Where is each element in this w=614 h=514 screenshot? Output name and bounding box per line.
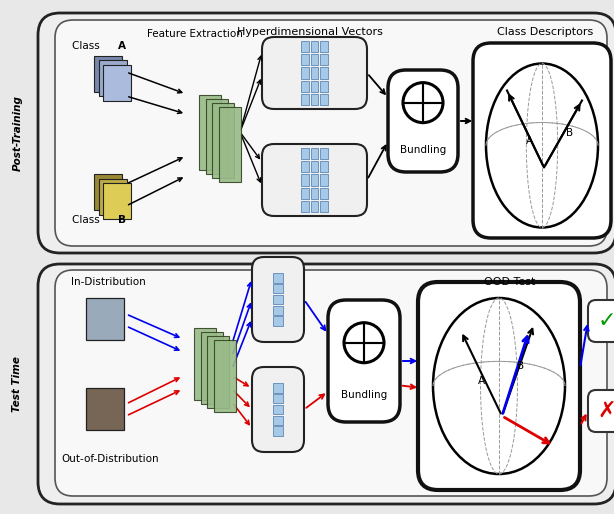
- Text: A: A: [118, 41, 126, 51]
- FancyBboxPatch shape: [199, 95, 221, 170]
- FancyBboxPatch shape: [273, 316, 283, 326]
- FancyBboxPatch shape: [207, 336, 229, 408]
- Circle shape: [344, 323, 384, 363]
- Text: B: B: [567, 128, 573, 138]
- FancyBboxPatch shape: [311, 188, 318, 199]
- FancyBboxPatch shape: [273, 273, 283, 283]
- FancyBboxPatch shape: [86, 298, 124, 340]
- FancyBboxPatch shape: [473, 43, 611, 238]
- Text: ✗: ✗: [597, 401, 614, 421]
- FancyBboxPatch shape: [418, 282, 580, 490]
- FancyBboxPatch shape: [103, 65, 131, 101]
- FancyBboxPatch shape: [311, 81, 318, 92]
- FancyBboxPatch shape: [320, 41, 327, 52]
- FancyBboxPatch shape: [55, 270, 607, 496]
- FancyBboxPatch shape: [252, 257, 304, 342]
- FancyBboxPatch shape: [219, 106, 241, 181]
- FancyBboxPatch shape: [273, 415, 283, 425]
- FancyBboxPatch shape: [320, 81, 327, 92]
- FancyBboxPatch shape: [273, 394, 283, 403]
- FancyBboxPatch shape: [273, 284, 283, 293]
- FancyBboxPatch shape: [311, 54, 318, 65]
- FancyBboxPatch shape: [273, 405, 283, 414]
- FancyBboxPatch shape: [301, 54, 309, 65]
- FancyBboxPatch shape: [320, 148, 327, 159]
- Text: Feature Extraction: Feature Extraction: [147, 29, 243, 39]
- FancyBboxPatch shape: [311, 148, 318, 159]
- FancyBboxPatch shape: [301, 67, 309, 79]
- FancyBboxPatch shape: [212, 102, 234, 177]
- FancyBboxPatch shape: [320, 161, 327, 173]
- Text: Out-of-Distribution: Out-of-Distribution: [61, 454, 159, 464]
- Text: Post-Training: Post-Training: [12, 95, 23, 171]
- FancyBboxPatch shape: [388, 70, 458, 172]
- Ellipse shape: [433, 298, 565, 474]
- FancyBboxPatch shape: [273, 305, 283, 315]
- FancyBboxPatch shape: [320, 174, 327, 186]
- Text: B: B: [118, 215, 126, 225]
- FancyBboxPatch shape: [311, 41, 318, 52]
- FancyBboxPatch shape: [273, 426, 283, 436]
- Text: A: A: [478, 376, 484, 386]
- FancyBboxPatch shape: [262, 144, 367, 216]
- FancyBboxPatch shape: [320, 67, 327, 79]
- FancyBboxPatch shape: [55, 20, 607, 246]
- Text: In-Distribution: In-Distribution: [71, 277, 146, 287]
- FancyBboxPatch shape: [38, 13, 614, 253]
- FancyBboxPatch shape: [311, 67, 318, 79]
- FancyBboxPatch shape: [301, 201, 309, 212]
- FancyBboxPatch shape: [588, 390, 614, 432]
- FancyBboxPatch shape: [320, 54, 327, 65]
- FancyBboxPatch shape: [301, 41, 309, 52]
- FancyBboxPatch shape: [98, 61, 126, 97]
- Text: Class Descriptors: Class Descriptors: [497, 27, 593, 37]
- FancyBboxPatch shape: [311, 94, 318, 105]
- Text: OOD Test: OOD Test: [484, 277, 535, 287]
- FancyBboxPatch shape: [311, 161, 318, 173]
- FancyBboxPatch shape: [86, 388, 124, 430]
- FancyBboxPatch shape: [328, 300, 400, 422]
- FancyBboxPatch shape: [273, 383, 283, 393]
- FancyBboxPatch shape: [301, 81, 309, 92]
- Text: Class: Class: [72, 41, 103, 51]
- Text: Bundling: Bundling: [341, 390, 387, 400]
- Text: Test Time: Test Time: [12, 356, 23, 412]
- FancyBboxPatch shape: [320, 94, 327, 105]
- FancyBboxPatch shape: [38, 264, 614, 504]
- FancyBboxPatch shape: [194, 328, 216, 400]
- Text: B: B: [518, 361, 524, 371]
- FancyBboxPatch shape: [103, 183, 131, 219]
- FancyBboxPatch shape: [98, 178, 126, 214]
- FancyBboxPatch shape: [201, 332, 222, 404]
- FancyBboxPatch shape: [301, 188, 309, 199]
- Text: A: A: [526, 136, 532, 145]
- FancyBboxPatch shape: [588, 300, 614, 342]
- FancyBboxPatch shape: [320, 188, 327, 199]
- FancyBboxPatch shape: [301, 94, 309, 105]
- FancyBboxPatch shape: [214, 340, 236, 412]
- Ellipse shape: [486, 64, 598, 228]
- FancyBboxPatch shape: [311, 201, 318, 212]
- FancyBboxPatch shape: [94, 174, 122, 210]
- Circle shape: [403, 83, 443, 123]
- FancyBboxPatch shape: [301, 174, 309, 186]
- Text: Class: Class: [72, 215, 103, 225]
- FancyBboxPatch shape: [94, 56, 122, 92]
- FancyBboxPatch shape: [273, 295, 283, 304]
- FancyBboxPatch shape: [301, 148, 309, 159]
- FancyBboxPatch shape: [320, 201, 327, 212]
- Text: Bundling: Bundling: [400, 144, 446, 155]
- FancyBboxPatch shape: [206, 99, 228, 174]
- FancyBboxPatch shape: [311, 174, 318, 186]
- Text: Hyperdimensional Vectors: Hyperdimensional Vectors: [237, 27, 383, 37]
- FancyBboxPatch shape: [301, 161, 309, 173]
- FancyBboxPatch shape: [252, 367, 304, 452]
- Text: ✓: ✓: [597, 311, 614, 331]
- FancyBboxPatch shape: [262, 37, 367, 109]
